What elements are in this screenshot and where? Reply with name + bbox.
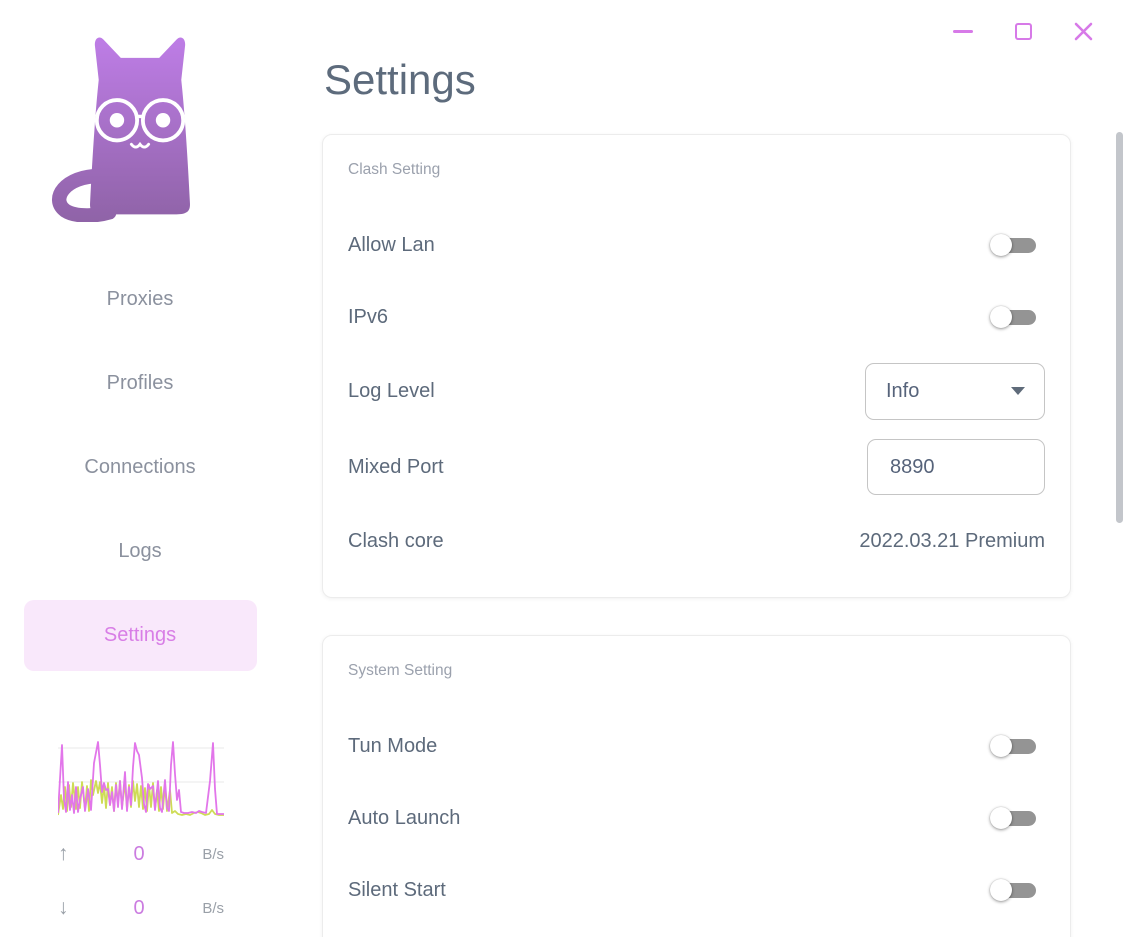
allow-lan-toggle[interactable] [990,234,1036,256]
toggle-knob [990,306,1012,328]
mixed-port-label: Mixed Port [348,455,444,478]
maximize-icon [1014,22,1032,40]
toggle-knob [990,807,1012,829]
clash-setting-card: Clash Setting Allow Lan IPv6 Log Level [322,134,1071,598]
upload-arrow-icon: ↑ [58,842,69,865]
page-title: Settings [324,56,476,103]
log-level-row: Log Level Info [348,353,1045,429]
allow-lan-row: Allow Lan [348,209,1045,281]
tun-mode-row: Tun Mode [348,710,1045,782]
toggle-knob [990,234,1012,256]
toggle-knob [990,735,1012,757]
sidebar-item-profiles[interactable]: Profiles [24,348,257,419]
download-arrow-icon: ↓ [58,896,69,919]
toggle-knob [990,879,1012,901]
upload-row: ↑ 0 B/s [58,841,224,867]
tun-mode-toggle[interactable] [990,735,1036,757]
sidebar-item-label: Logs [118,540,162,562]
system-setting-card: System Setting Tun Mode Auto Launch Sile… [322,635,1071,937]
sidebar: Proxies Profiles Connections Logs Settin… [0,0,280,937]
auto-launch-row: Auto Launch [348,782,1045,854]
sidebar-item-label: Connections [84,456,196,478]
traffic-chart [58,741,224,816]
window-controls [933,15,1113,47]
upload-line [58,741,224,815]
allow-lan-label: Allow Lan [348,233,435,256]
sidebar-item-label: Proxies [106,288,174,310]
auto-launch-toggle[interactable] [990,807,1036,829]
silent-start-toggle[interactable] [990,879,1036,901]
cat-mouth [129,141,151,149]
ipv6-toggle[interactable] [990,306,1036,328]
log-level-select[interactable]: Info [865,362,1045,420]
sidebar-item-logs[interactable]: Logs [24,516,257,587]
download-unit: B/s [202,899,224,917]
chevron-down-icon [1011,387,1025,395]
upload-value: 0 [133,842,145,865]
download-line [58,779,224,816]
log-level-label: Log Level [348,379,435,402]
clash-core-row: Clash core 2022.03.21 Premium [348,505,1045,577]
minimize-icon [953,29,973,33]
cat-tail [52,168,117,222]
clash-core-value: 2022.03.21 Premium [859,529,1045,552]
mixed-port-row: Mixed Port [348,429,1045,505]
minimize-button[interactable] [933,15,993,47]
card-header: System Setting [348,662,453,679]
sidebar-item-proxies[interactable]: Proxies [24,264,257,335]
cat-logo [52,37,190,222]
cat-body [90,37,190,215]
silent-start-row: Silent Start [348,854,1045,926]
card-header: Clash Setting [348,161,441,178]
auto-launch-label: Auto Launch [348,806,461,829]
settings-page: Settings Clash Setting Allow Lan IPv6 Lo… [322,0,1071,937]
log-level-value: Info [886,379,920,402]
download-row: ↓ 0 B/s [58,895,224,921]
ipv6-row: IPv6 [348,281,1045,353]
cat-right-eye [155,113,171,128]
clash-core-label: Clash core [348,529,444,552]
close-button[interactable] [1053,15,1113,47]
tun-mode-label: Tun Mode [348,734,438,757]
traffic-panel: ↑ 0 B/s ↓ 0 B/s [58,737,224,921]
sidebar-nav: Proxies Profiles Connections Logs Settin… [0,264,280,671]
mixed-port-input[interactable] [867,439,1045,495]
sidebar-item-connections[interactable]: Connections [24,432,257,503]
maximize-button[interactable] [993,15,1053,47]
upload-unit: B/s [202,845,224,863]
download-value: 0 [133,896,145,919]
ipv6-label: IPv6 [348,305,389,328]
sidebar-item-label: Settings [103,624,177,646]
close-icon [1074,22,1092,40]
sidebar-item-settings[interactable]: Settings [23,600,257,671]
cat-left-eye [109,113,125,128]
scrollbar[interactable] [1116,132,1123,523]
sidebar-item-label: Profiles [106,372,174,394]
silent-start-label: Silent Start [348,878,446,901]
